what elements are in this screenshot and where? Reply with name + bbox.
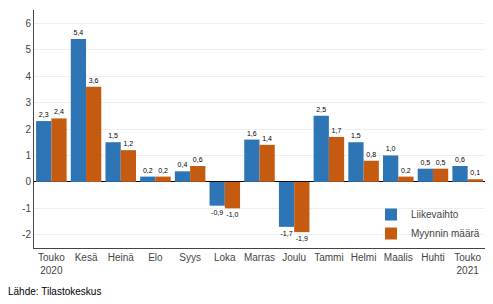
svg-text:0,4: 0,4 <box>178 161 188 168</box>
svg-text:Lähde: Tilastokeskus: Lähde: Tilastokeskus <box>8 286 101 297</box>
svg-text:5,4: 5,4 <box>73 29 83 36</box>
svg-text:Myynnin määrä: Myynnin määrä <box>411 228 480 239</box>
svg-text:Maalis: Maalis <box>384 252 413 263</box>
svg-text:2,3: 2,3 <box>39 111 49 118</box>
svg-text:1,5: 1,5 <box>351 132 361 139</box>
svg-text:Elo: Elo <box>148 252 163 263</box>
svg-text:-1,7: -1,7 <box>280 230 292 237</box>
svg-text:2,4: 2,4 <box>54 108 64 115</box>
svg-text:Joulu: Joulu <box>282 252 306 263</box>
svg-text:1,5: 1,5 <box>108 132 118 139</box>
svg-text:Kesä: Kesä <box>75 252 98 263</box>
svg-text:0: 0 <box>25 176 31 187</box>
svg-text:0,5: 0,5 <box>420 159 430 166</box>
svg-text:0,2: 0,2 <box>143 167 153 174</box>
svg-text:1,7: 1,7 <box>332 127 342 134</box>
svg-text:3: 3 <box>25 97 31 108</box>
svg-text:2,5: 2,5 <box>316 106 326 113</box>
svg-text:Tammi: Tammi <box>314 252 343 263</box>
svg-text:Huhti: Huhti <box>421 252 444 263</box>
svg-text:0,2: 0,2 <box>158 167 168 174</box>
svg-text:0,1: 0,1 <box>470 169 480 176</box>
svg-text:6: 6 <box>25 18 31 29</box>
svg-text:Heinä: Heinä <box>108 252 135 263</box>
svg-text:1,0: 1,0 <box>386 145 396 152</box>
svg-text:-1: -1 <box>22 203 31 214</box>
svg-text:3,6: 3,6 <box>89 77 99 84</box>
svg-text:Touko2021: Touko2021 <box>454 252 481 276</box>
svg-text:Touko2020: Touko2020 <box>38 252 65 276</box>
svg-text:0,6: 0,6 <box>455 156 465 163</box>
svg-text:0,2: 0,2 <box>401 167 411 174</box>
svg-text:0,8: 0,8 <box>366 151 376 158</box>
svg-text:-2: -2 <box>22 229 31 240</box>
svg-text:1,4: 1,4 <box>262 135 272 142</box>
svg-text:Syys: Syys <box>179 252 201 263</box>
svg-text:1: 1 <box>25 150 31 161</box>
svg-text:-1,9: -1,9 <box>296 235 308 242</box>
svg-text:2: 2 <box>25 124 31 135</box>
svg-text:Helmi: Helmi <box>351 252 377 263</box>
svg-text:-0,9: -0,9 <box>211 209 223 216</box>
svg-text:-1,0: -1,0 <box>226 211 238 218</box>
svg-text:Liikevaihto: Liikevaihto <box>411 209 459 220</box>
svg-text:1,6: 1,6 <box>247 130 257 137</box>
svg-text:1,2: 1,2 <box>123 140 133 147</box>
svg-text:Loka: Loka <box>214 252 236 263</box>
svg-text:4: 4 <box>25 71 31 82</box>
svg-text:5: 5 <box>25 44 31 55</box>
svg-text:0,6: 0,6 <box>193 156 203 163</box>
svg-text:0,5: 0,5 <box>436 159 446 166</box>
svg-text:Marras: Marras <box>244 252 275 263</box>
